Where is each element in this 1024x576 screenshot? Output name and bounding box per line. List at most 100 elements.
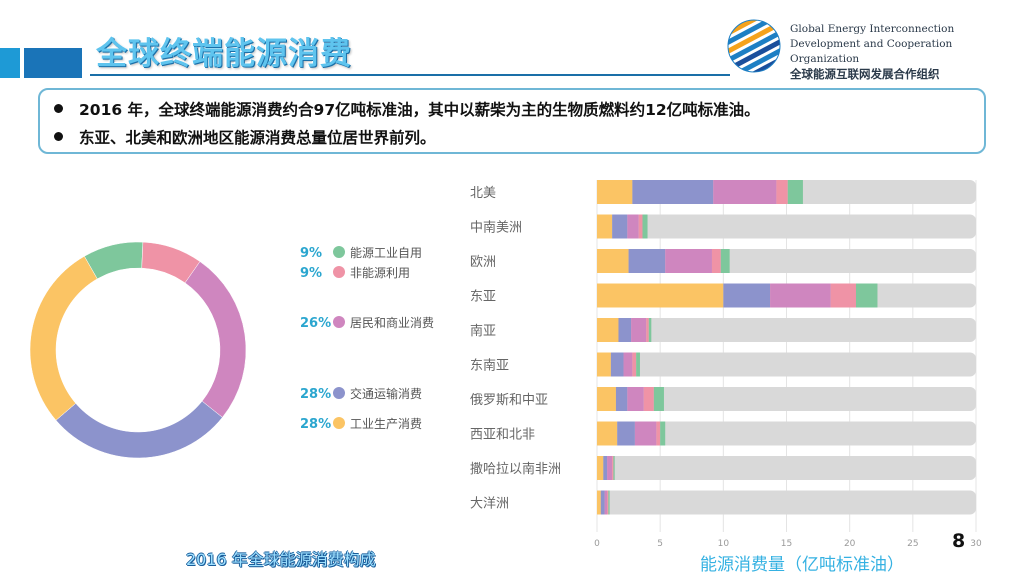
bar-segment-0-industrial <box>597 180 633 204</box>
category-label-1: 中南美洲 <box>470 220 522 236</box>
bar-segment-3-industrial <box>597 283 724 308</box>
donut-slice-3 <box>55 400 223 459</box>
bar-segment-6-energy_industry <box>653 387 664 411</box>
bar-segment-7-new_energy <box>656 421 661 446</box>
bar-segment-2-energy_industry <box>720 249 730 273</box>
organization-name-line1: Global Energy Interconnection <box>790 23 955 35</box>
bar-track-5 <box>597 352 976 377</box>
legend-swatch-0 <box>333 246 345 258</box>
bar-segment-8-new_energy <box>612 456 614 480</box>
legend-value-4: 28% <box>300 417 331 432</box>
header-accent-bar-left <box>0 48 20 78</box>
bar-segment-5-new_energy <box>632 352 637 377</box>
bar-segment-1-new_energy <box>638 214 643 239</box>
bar-segment-2-industrial <box>597 249 629 273</box>
bar-chart-axis-caption: 能源消费量（亿吨标准油） <box>700 555 904 575</box>
legend-swatch-3 <box>333 387 345 399</box>
category-label-7: 西亚和北非 <box>470 428 535 443</box>
header-accent-bar-right <box>24 48 82 78</box>
page-number: 8 <box>952 530 966 552</box>
bar-segment-7-transport <box>617 421 635 446</box>
bar-segment-9-new_energy <box>607 490 609 515</box>
category-label-3: 东亚 <box>470 290 496 305</box>
bar-segment-9-residential_commercial <box>604 490 608 515</box>
bar-segment-5-industrial <box>597 352 611 377</box>
x-tick-label-3: 15 <box>781 539 792 549</box>
bar-segment-8-industrial <box>597 456 604 480</box>
donut-chart: 9% 能源工业自用 9% 非能源利用 26% 居民和商业消费 28% 交通运输消费 28% 工业生… <box>29 241 434 459</box>
x-tick-label-5: 25 <box>907 539 918 549</box>
bullet-dot-icon <box>54 132 63 141</box>
bar-segment-6-new_energy <box>643 387 654 411</box>
bar-segment-0-new_energy <box>776 180 788 204</box>
bar-segment-3-residential_commercial <box>770 283 831 308</box>
bar-segment-7-residential_commercial <box>634 421 657 446</box>
bar-segment-0-transport <box>632 180 714 204</box>
bar-segment-7-industrial <box>597 421 618 446</box>
legend-label-4: 工业生产消费 <box>350 417 422 431</box>
globe-logo-icon <box>727 19 781 73</box>
bar-segment-9-transport <box>600 490 605 515</box>
legend-value-3: 28% <box>300 387 331 402</box>
bar-segment-2-residential_commercial <box>665 249 712 273</box>
bar-segment-4-transport <box>618 318 632 342</box>
category-label-5: 东南亚 <box>470 358 509 374</box>
x-tick-label-6: 30 <box>970 539 982 549</box>
bar-track-9 <box>597 490 976 515</box>
bar-segment-1-industrial <box>597 214 613 239</box>
bar-segment-5-residential_commercial <box>623 352 633 377</box>
bar-segment-3-transport <box>723 283 771 308</box>
bar-segment-9-industrial <box>597 490 601 515</box>
organization-name-line2: Development and Cooperation Organization <box>790 38 953 65</box>
bar-segment-0-residential_commercial <box>713 180 777 204</box>
legend-label-2: 居民和商业消费 <box>350 315 434 330</box>
bar-segment-1-transport <box>612 214 628 239</box>
donut-slice-2 <box>184 261 247 418</box>
title-underline <box>90 74 730 76</box>
category-label-9: 大洋洲 <box>470 497 509 512</box>
category-label-4: 南亚 <box>470 323 496 339</box>
bar-track-8 <box>597 456 976 480</box>
legend-value-0: 9% <box>300 246 322 261</box>
bar-segment-4-energy_industry <box>648 318 652 342</box>
bar-segment-8-transport <box>603 456 608 480</box>
donut-chart-caption: 2016 年全球能源消费构成 <box>186 550 376 569</box>
x-tick-label-1: 5 <box>657 539 663 549</box>
legend-value-2: 26% <box>300 316 331 331</box>
legend-label-3: 交通运输消费 <box>350 386 422 401</box>
bar-segment-1-energy_industry <box>642 214 648 239</box>
bar-segment-2-new_energy <box>711 249 721 273</box>
bar-segment-6-residential_commercial <box>627 387 644 411</box>
bar-segment-3-new_energy <box>830 283 856 308</box>
bar-segment-2-transport <box>628 249 666 273</box>
bar-track-6 <box>597 387 976 411</box>
bar-segment-8-residential_commercial <box>607 456 613 480</box>
bar-segment-5-transport <box>610 352 624 377</box>
bar-track-7 <box>597 421 976 446</box>
bar-segment-4-residential_commercial <box>631 318 647 342</box>
legend-swatch-4 <box>333 417 345 429</box>
category-label-0: 北美 <box>470 186 496 201</box>
summary-box: 2016 年，全球终端能源消费约合97亿吨标准油，其中以薪柴为主的生物质燃料约1… <box>38 88 986 154</box>
legend-label-0: 能源工业自用 <box>350 246 422 260</box>
x-tick-label-2: 10 <box>718 539 730 549</box>
bullet-dot-icon <box>54 104 63 113</box>
bar-segment-6-industrial <box>597 387 616 411</box>
category-label-2: 欧洲 <box>470 255 496 270</box>
stacked-bar-chart: 0 5 10 15 20 25 30 北美中南美洲欧洲东亚南亚东南亚俄罗斯和中亚西亚和北非撒哈… <box>470 180 982 549</box>
category-label-8: 撒哈拉以南非洲 <box>470 461 561 477</box>
x-tick-label-0: 0 <box>594 539 600 549</box>
bar-track-4 <box>597 318 976 342</box>
organization-name-line3: 全球能源互联网发展合作组织 <box>790 67 940 81</box>
bar-segment-8-energy_industry <box>613 456 615 480</box>
organization-name: Global Energy Interconnection Developmen… <box>790 22 1024 82</box>
bar-segment-6-transport <box>615 387 628 411</box>
bar-track-1 <box>597 214 976 239</box>
donut-slice-4 <box>29 255 98 421</box>
x-tick-label-4: 20 <box>844 539 856 549</box>
bar-segment-1-residential_commercial <box>627 214 639 239</box>
category-label-6: 俄罗斯和中亚 <box>470 393 548 408</box>
bar-segment-9-energy_industry <box>608 490 610 515</box>
summary-bullet-1: 2016 年，全球终端能源消费约合97亿吨标准油，其中以薪柴为主的生物质燃料约1… <box>54 98 760 120</box>
summary-bullet-1-text: 2016 年，全球终端能源消费约合97亿吨标准油，其中以薪柴为主的生物质燃料约1… <box>79 101 760 119</box>
